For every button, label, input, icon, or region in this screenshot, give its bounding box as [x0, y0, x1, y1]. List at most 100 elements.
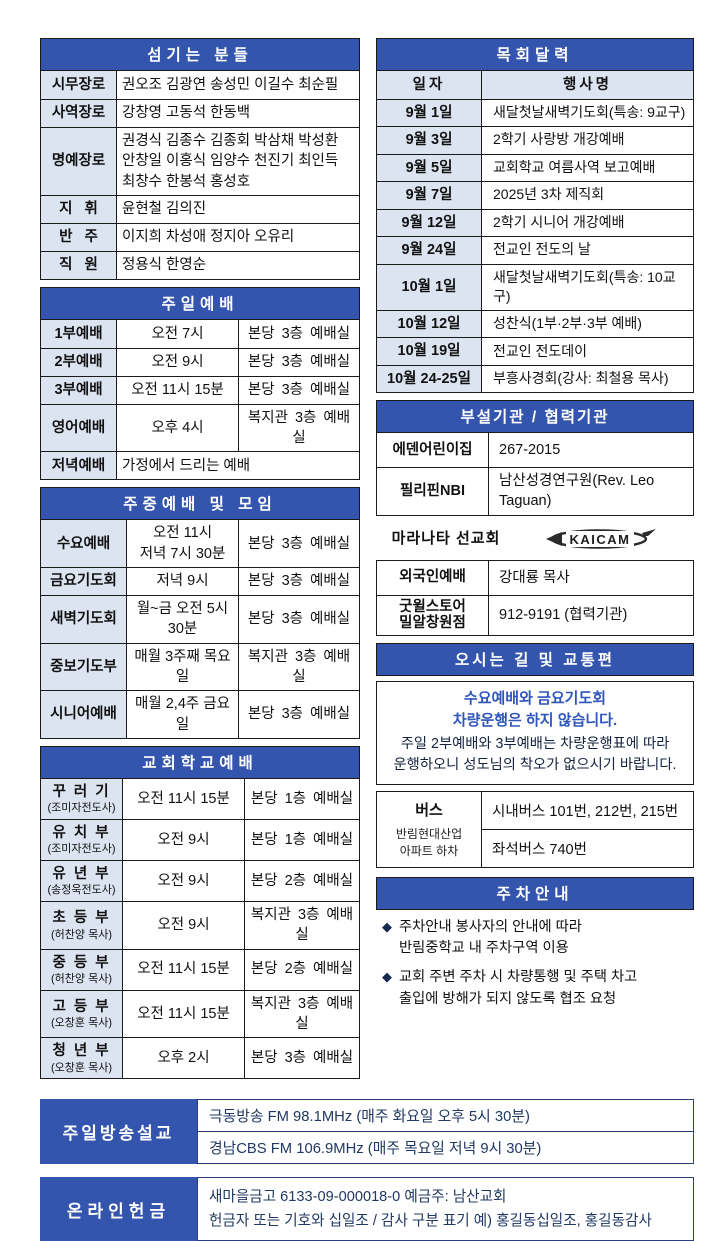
event-date: 9월 24일 [377, 237, 482, 264]
row-place: 본당 3층 예배실 [247, 382, 351, 399]
org-name: 필리핀NBI [377, 468, 489, 515]
row-label: 시니어예배 [41, 691, 127, 738]
row-value: 권오조 김광연 송성민 이길수 최순필 [122, 76, 339, 93]
diamond-bullet-icon: ◆ [382, 969, 392, 985]
directions-title: 오시는 길 및 교통편 [376, 643, 694, 677]
row-place: 본당 3층 예배실 [247, 325, 351, 342]
row-time: 오전 9시 [117, 348, 239, 376]
row-place: 본당 1층 예배실 [250, 790, 354, 807]
row-value: 이지희 차성애 정지아 오유리 [122, 229, 295, 246]
event-date: 10월 12일 [377, 310, 482, 338]
event-date: 9월 12일 [377, 209, 482, 236]
event-name: 2학기 사랑방 개강예배 [493, 131, 625, 148]
row-label: 1부예배 [41, 319, 117, 348]
row-label: 2부예배 [41, 348, 117, 376]
row-label: 금요기도회 [41, 568, 127, 596]
school-title: 교회학교예배 [41, 746, 359, 779]
dept-name: 유 치 부 [52, 824, 111, 841]
table-row: 중보기도부 매월 3주째 목요일 복지관 3층 예배실 [41, 642, 359, 691]
broadcast-label: 주일방송설교 [40, 1099, 197, 1165]
table-row: 유 년 부 (송정욱전도사) 오전 9시 본당 2층 예배실 [41, 859, 359, 901]
calendar-row: 10월 1일 새달첫날새벽기도회(특송: 10교구) [377, 263, 693, 310]
org-name: 에덴어린이집 [377, 433, 489, 468]
row-value: 윤현철 김의진 [122, 201, 207, 218]
offering-box: 새마을금고 6133-09-000018-0 예금주: 남산교회 헌금자 또는 … [197, 1177, 694, 1241]
row-value: 강창영 고동석 한동백 [122, 105, 251, 122]
row-time: 오후 2시 [123, 1038, 245, 1079]
table-row: 고 등 부 (오창훈 목사) 오전 11시 15분 복지관 3층 예배실 [41, 989, 359, 1038]
dept-teacher: (조미자전도사) [47, 843, 116, 856]
row-place: 본당 2층 예배실 [250, 961, 354, 978]
row-place: 본당 3층 예배실 [250, 1050, 354, 1067]
org-row: 에덴어린이집 267-2015 [377, 433, 693, 468]
dept-name: 초 등 부 [52, 910, 111, 927]
row-value: 가정에서 드리는 예배 [122, 457, 251, 474]
event-date: 9월 3일 [377, 127, 482, 154]
org-name: 굿윌스토어 밀알창원점 [377, 595, 489, 636]
row-time: 오전 9시 [123, 902, 245, 949]
broadcast-row: 경남CBS FM 106.9MHz (매주 목요일 저녁 9시 30분) [198, 1131, 693, 1163]
left-column: 섬기는 분들 시무장로 권오조 김광연 송성민 이길수 최순필 사역장로 강창영… [40, 38, 360, 1086]
table-row: 영어예배 오후 4시 복지관 3층 예배실 [41, 403, 359, 452]
row-label: 지 휘 [41, 195, 117, 223]
affiliated-orgs-section: 부설기관 / 협력기관 에덴어린이집 267-2015 필리핀NBI 남산성경연… [376, 400, 694, 637]
dept-name: 청 년 부 [52, 1043, 111, 1060]
calendar-row: 9월 3일 2학기 사랑방 개강예배 [377, 126, 693, 154]
row-place: 복지관 3층 예배실 [250, 907, 354, 944]
row-time: 오전 11시 15분 [123, 990, 245, 1038]
row-label: 청 년 부 (오창훈 목사) [41, 1038, 123, 1079]
table-row: 초 등 부 (허찬양 목사) 오전 9시 복지관 3층 예배실 [41, 901, 359, 949]
bus-route: 좌석버스 740번 [482, 828, 693, 867]
row-label: 반 주 [41, 223, 117, 251]
bus-table: 버스 반림현대산업 아파트 하차 시내버스 101번, 212번, 215번 좌… [376, 790, 694, 868]
row-label: 사역장로 [41, 100, 117, 127]
table-row: 중 등 부 (허찬양 목사) 오전 11시 15분 본당 2층 예배실 [41, 948, 359, 990]
pastoral-calendar-table: 목회달력 일자 행사명 9월 1일 새달첫날새벽기도회(특송: 9교구) 9월 … [376, 38, 694, 394]
calendar-row: 9월 1일 새달첫날새벽기도회(특송: 9교구) [377, 98, 693, 126]
event-date: 10월 24-25일 [377, 365, 482, 393]
table-row: 2부예배 오전 9시 본당 3층 예배실 [41, 347, 359, 376]
org-value: 267-2015 [499, 442, 561, 459]
kaicam-logo-text: KAICAM [570, 532, 631, 547]
directions-section: 오시는 길 및 교통편 수요예배와 금요기도회 차량운행은 하지 않습니다. 주… [376, 643, 694, 868]
calendar-row: 10월 12일 성찬식(1부·2부·3부 예배) [377, 309, 693, 338]
table-row: 꾸 러 기 (조미자전도사) 오전 11시 15분 본당 1층 예배실 [41, 778, 359, 819]
row-time: 오전 7시 [117, 319, 239, 348]
table-row: 청 년 부 (오창훈 목사) 오후 2시 본당 3층 예배실 [41, 1037, 359, 1079]
broadcast-section: 주일방송설교 극동방송 FM 98.1MHz (매주 화요일 오후 5시 30분… [40, 1099, 694, 1165]
org-name: 마라나타 선교회 [391, 530, 501, 548]
row-label: 시무장로 [41, 71, 117, 99]
row-label: 영어예배 [41, 404, 117, 452]
notice-detail: 주일 2부예배와 3부예배는 차량운행표에 따라 운행하오니 성도님의 착오가 … [393, 735, 677, 774]
table-row: 새벽기도회 월~금 오전 5시30분 본당 3층 예배실 [41, 595, 359, 643]
row-place: 복지관 3층 예배실 [247, 409, 351, 447]
row-time: 오전 11시 15분 [123, 778, 245, 819]
row-place: 복지관 3층 예배실 [247, 648, 351, 685]
table-row: 시무장로 권오조 김광연 송성민 이길수 최순필 [41, 71, 359, 99]
table-row: 사역장로 강창영 고동석 한동백 [41, 99, 359, 127]
row-label: 중 등 부 (허찬양 목사) [41, 949, 123, 990]
row-label: 초 등 부 (허찬양 목사) [41, 902, 123, 949]
row-time: 오전 9시 [123, 819, 245, 860]
event-name: 2학기 시니어 개강예배 [493, 213, 625, 230]
event-date: 9월 5일 [377, 154, 482, 181]
col-header-date: 일자 [377, 71, 482, 99]
row-place: 본당 3층 예배실 [247, 573, 351, 590]
weekday-title: 주중예배 및 모임 [41, 488, 359, 521]
kaicam-logo-icon: KAICAM [512, 525, 690, 551]
broadcast-row: 극동방송 FM 98.1MHz (매주 화요일 오후 5시 30분) [209, 1109, 530, 1126]
dept-teacher: (송정욱전도사) [47, 884, 116, 897]
row-label: 유 치 부 (조미자전도사) [41, 819, 123, 860]
event-date: 9월 1일 [377, 99, 482, 126]
row-place: 본당 3층 예배실 [247, 706, 351, 723]
sunday-worship-table: 주일예배 1부예배 오전 7시 본당 3층 예배실 2부예배 오전 9시 본당 … [40, 286, 360, 481]
orgs-table-top: 에덴어린이집 267-2015 필리핀NBI 남산성경연구원(Rev. Leo … [376, 432, 694, 516]
row-time: 오후 4시 [117, 404, 239, 452]
parking-bullet: ◆ 주차안내 봉사자의 안내에 따라 반림중학교 내 주차구역 이용 [382, 917, 692, 960]
table-row: 유 치 부 (조미자전도사) 오전 9시 본당 1층 예배실 [41, 818, 359, 860]
row-label: 명예장로 [41, 128, 117, 195]
bus-stop-note: 반림현대산업 아파트 하차 [395, 827, 463, 858]
dept-name: 고 등 부 [52, 998, 111, 1015]
calendar-row: 9월 5일 교회학교 여름사역 보고예배 [377, 153, 693, 181]
